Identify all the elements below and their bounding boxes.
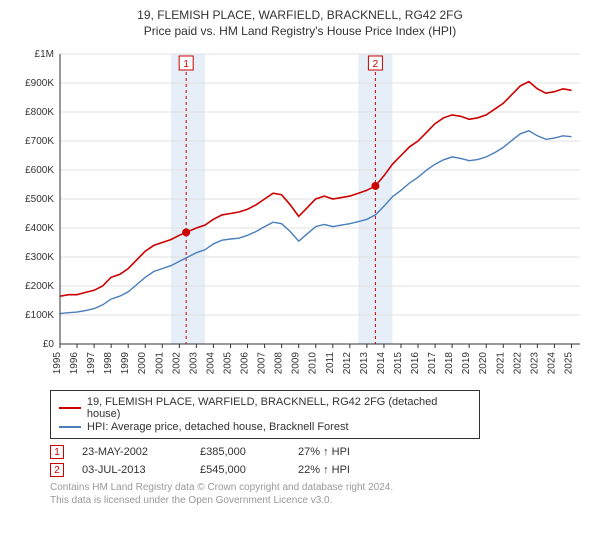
legend-swatch-2 — [59, 426, 81, 428]
event-price-2: £545,000 — [200, 464, 280, 476]
svg-text:£300K: £300K — [25, 252, 54, 263]
event-date-2: 03-JUL-2013 — [82, 464, 182, 476]
event-price-1: £385,000 — [200, 446, 280, 458]
footer-attribution: Contains HM Land Registry data © Crown c… — [50, 481, 590, 507]
svg-text:1996: 1996 — [69, 352, 80, 375]
svg-text:£500K: £500K — [25, 194, 54, 205]
svg-text:£700K: £700K — [25, 136, 54, 147]
chart-title-2: Price paid vs. HM Land Registry's House … — [10, 24, 590, 38]
price-chart: £0 £100K £200K £300K £400K £500K £600K £700K £80… — [10, 44, 590, 384]
svg-text:2002: 2002 — [171, 352, 182, 375]
svg-text:1997: 1997 — [86, 352, 97, 375]
svg-text:1995: 1995 — [52, 352, 63, 375]
svg-text:1999: 1999 — [120, 352, 131, 375]
svg-text:£100K: £100K — [25, 310, 54, 321]
event-row-1: 1 23-MAY-2002 £385,000 27% ↑ HPI — [50, 445, 590, 459]
svg-text:1: 1 — [183, 59, 189, 70]
svg-text:2020: 2020 — [478, 352, 489, 375]
svg-text:£900K: £900K — [25, 78, 54, 89]
svg-text:2004: 2004 — [205, 352, 216, 375]
legend-label-1: 19, FLEMISH PLACE, WARFIELD, BRACKNELL, … — [87, 396, 471, 420]
legend-label-2: HPI: Average price, detached house, Brac… — [87, 421, 349, 433]
svg-text:£400K: £400K — [25, 223, 54, 234]
svg-text:£200K: £200K — [25, 281, 54, 292]
svg-text:£1M: £1M — [35, 49, 54, 60]
event-date-1: 23-MAY-2002 — [82, 446, 182, 458]
svg-text:2022: 2022 — [512, 352, 523, 375]
svg-text:2018: 2018 — [444, 352, 455, 375]
svg-text:2012: 2012 — [342, 352, 353, 375]
svg-text:2017: 2017 — [427, 352, 438, 375]
svg-text:£600K: £600K — [25, 165, 54, 176]
svg-text:2005: 2005 — [222, 352, 233, 375]
event-delta-1: 27% ↑ HPI — [298, 446, 350, 458]
svg-text:2011: 2011 — [325, 352, 336, 374]
svg-text:2025: 2025 — [563, 352, 574, 375]
legend-swatch-1 — [59, 407, 81, 409]
event-delta-2: 22% ↑ HPI — [298, 464, 350, 476]
svg-text:1998: 1998 — [103, 352, 114, 375]
svg-text:£0: £0 — [43, 339, 55, 350]
svg-text:2009: 2009 — [291, 352, 302, 375]
svg-text:2001: 2001 — [154, 352, 165, 375]
svg-text:2019: 2019 — [461, 352, 472, 375]
svg-text:2023: 2023 — [529, 352, 540, 375]
svg-text:2024: 2024 — [546, 352, 557, 375]
legend-item-2: HPI: Average price, detached house, Brac… — [59, 421, 471, 433]
chart-title-1: 19, FLEMISH PLACE, WARFIELD, BRACKNELL, … — [10, 8, 590, 22]
footer-line-2: This data is licensed under the Open Gov… — [50, 494, 590, 507]
chart-area: £0 £100K £200K £300K £400K £500K £600K £700K £80… — [10, 44, 590, 384]
events-table: 1 23-MAY-2002 £385,000 27% ↑ HPI 2 03-JU… — [50, 445, 590, 477]
chart-title-block: 19, FLEMISH PLACE, WARFIELD, BRACKNELL, … — [10, 8, 590, 38]
legend-item-1: 19, FLEMISH PLACE, WARFIELD, BRACKNELL, … — [59, 396, 471, 420]
svg-text:2021: 2021 — [495, 352, 506, 375]
svg-text:2016: 2016 — [410, 352, 421, 375]
footer-line-1: Contains HM Land Registry data © Crown c… — [50, 481, 590, 494]
svg-text:2014: 2014 — [376, 352, 387, 375]
svg-text:2000: 2000 — [137, 352, 148, 375]
svg-text:2010: 2010 — [308, 352, 319, 375]
event-marker-1: 1 — [50, 445, 64, 459]
svg-text:2008: 2008 — [274, 352, 285, 375]
svg-text:2003: 2003 — [188, 352, 199, 375]
svg-text:2015: 2015 — [393, 352, 404, 375]
event-row-2: 2 03-JUL-2013 £545,000 22% ↑ HPI — [50, 463, 590, 477]
svg-text:2006: 2006 — [240, 352, 251, 375]
svg-text:2007: 2007 — [257, 352, 268, 375]
event-marker-2: 2 — [50, 463, 64, 477]
svg-text:£800K: £800K — [25, 107, 54, 118]
svg-text:2: 2 — [373, 59, 379, 70]
svg-text:2013: 2013 — [359, 352, 370, 375]
legend: 19, FLEMISH PLACE, WARFIELD, BRACKNELL, … — [50, 390, 480, 439]
